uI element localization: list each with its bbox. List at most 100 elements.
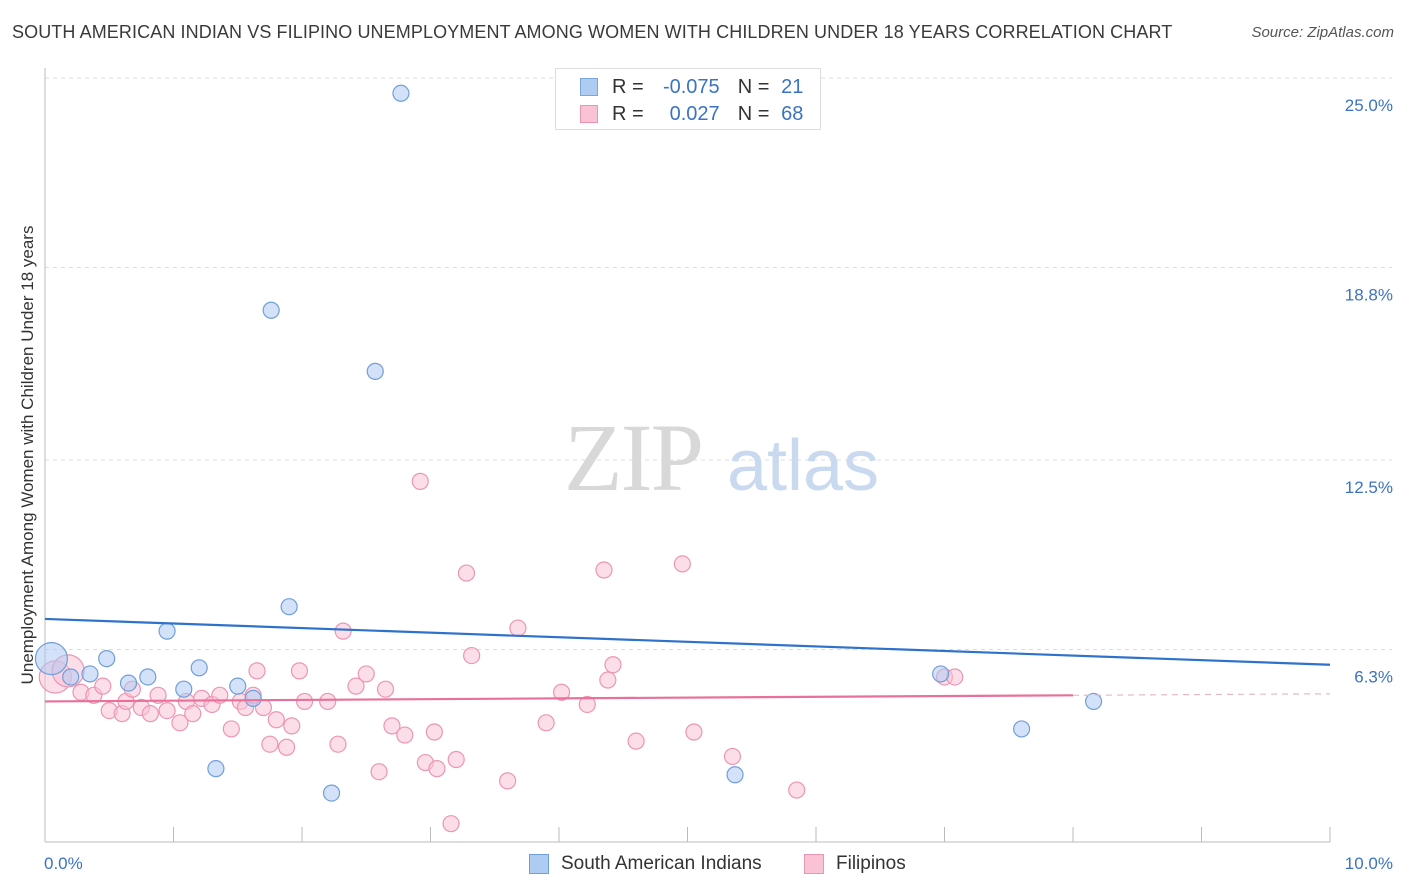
point-south-american-indians xyxy=(392,84,410,102)
legend-swatch-pink xyxy=(804,854,824,874)
correlation-legend: R = -0.075 N = 21 R = 0.027 N = 68 xyxy=(555,68,821,130)
point-filipinos xyxy=(685,723,703,741)
point-filipinos xyxy=(376,680,395,698)
point-filipinos xyxy=(411,472,429,490)
r-label: R = xyxy=(612,75,644,98)
point-south-american-indians xyxy=(98,650,116,668)
point-filipinos xyxy=(334,622,352,640)
x-tick-label-max: 10.0% xyxy=(1345,854,1393,873)
point-filipinos xyxy=(347,677,365,695)
point-south-american-indians xyxy=(119,674,138,692)
point-filipinos xyxy=(428,760,446,778)
point-south-american-indians xyxy=(207,760,225,778)
data-points xyxy=(34,84,1103,833)
point-south-american-indians xyxy=(280,598,298,616)
trend-lines xyxy=(44,617,1331,703)
legend-row-filipinos: R = 0.027 N = 68 xyxy=(580,102,803,126)
y-axis-label: Unemployment Among Women with Children U… xyxy=(18,225,37,685)
trend-line-south-american-indians xyxy=(44,617,1331,666)
point-filipinos xyxy=(329,735,347,753)
source-label: Source: ZipAtlas.com xyxy=(1251,24,1394,41)
point-filipinos xyxy=(290,662,309,680)
legend-swatch-blue xyxy=(529,854,549,874)
point-filipinos xyxy=(261,735,279,753)
point-filipinos xyxy=(537,714,555,732)
trend-line-filipinos-extension xyxy=(1072,693,1331,696)
point-south-american-indians xyxy=(158,622,176,640)
y-tick-label: 6.3% xyxy=(1354,667,1393,686)
point-filipinos xyxy=(463,646,481,665)
point-south-american-indians xyxy=(262,301,280,319)
point-filipinos xyxy=(457,564,476,582)
point-south-american-indians xyxy=(1012,720,1031,738)
point-filipinos xyxy=(946,668,964,686)
legend-item-filipinos[interactable]: Filipinos xyxy=(804,853,906,875)
r-value: -0.075 xyxy=(662,75,720,98)
r-value: 0.027 xyxy=(669,102,720,125)
series-legend: South American Indians Filipinos xyxy=(0,851,1406,879)
point-filipinos xyxy=(673,555,691,573)
legend-swatch-blue xyxy=(580,78,598,96)
point-south-american-indians xyxy=(81,665,99,683)
point-south-american-indians xyxy=(932,665,950,683)
n-value: 21 xyxy=(781,75,804,98)
point-filipinos xyxy=(578,695,596,714)
point-filipinos xyxy=(94,677,112,695)
point-filipinos xyxy=(383,717,401,735)
point-filipinos xyxy=(222,720,240,738)
point-south-american-indians xyxy=(175,680,193,698)
legend-label: Filipinos xyxy=(836,853,906,874)
point-south-american-indians xyxy=(244,689,262,707)
r-label: R = xyxy=(612,102,644,125)
point-filipinos xyxy=(370,763,388,781)
point-filipinos xyxy=(595,561,613,579)
point-filipinos xyxy=(442,815,460,833)
point-south-american-indians xyxy=(229,677,247,695)
point-south-american-indians xyxy=(726,766,744,784)
chart-title: SOUTH AMERICAN INDIAN VS FILIPINO UNEMPL… xyxy=(12,22,1173,42)
legend-row-south-american-indians: R = -0.075 N = 21 xyxy=(580,75,803,99)
point-filipinos xyxy=(267,711,285,729)
point-south-american-indians xyxy=(34,642,69,676)
point-filipinos xyxy=(447,750,465,769)
legend-item-south-american-indians[interactable]: South American Indians xyxy=(529,853,762,875)
tick-labels: 6.3% 12.5% 18.8% 25.0% 0.0% 10.0% xyxy=(44,96,1393,873)
n-label: N = xyxy=(737,75,770,98)
point-filipinos xyxy=(627,732,645,750)
point-filipinos xyxy=(149,686,167,704)
point-south-american-indians xyxy=(322,784,341,802)
point-south-american-indians xyxy=(366,362,384,380)
point-filipinos xyxy=(552,683,571,701)
point-filipinos xyxy=(396,726,414,744)
point-filipinos xyxy=(509,619,527,637)
watermark-zip: ZIP xyxy=(564,404,702,511)
watermark-atlas: atlas xyxy=(727,426,879,506)
point-filipinos xyxy=(319,692,337,711)
point-filipinos xyxy=(283,717,301,735)
point-filipinos xyxy=(295,692,314,711)
point-filipinos xyxy=(141,705,159,723)
point-filipinos xyxy=(171,714,189,732)
y-tick-label: 18.8% xyxy=(1345,285,1393,304)
point-filipinos xyxy=(248,662,266,680)
point-south-american-indians xyxy=(190,659,208,677)
axes xyxy=(44,68,1331,843)
legend-label: South American Indians xyxy=(561,853,762,874)
point-south-american-indians xyxy=(139,668,157,686)
point-filipinos xyxy=(425,723,443,741)
point-filipinos xyxy=(499,772,517,790)
n-label: N = xyxy=(737,102,770,125)
point-filipinos xyxy=(357,665,375,683)
y-tick-label: 12.5% xyxy=(1345,478,1393,497)
legend-swatch-pink xyxy=(580,105,598,123)
grid-lines xyxy=(45,77,1392,650)
n-value: 68 xyxy=(781,102,804,125)
trend-line-filipinos xyxy=(44,694,1074,703)
point-south-american-indians xyxy=(62,668,80,686)
point-filipinos xyxy=(599,671,617,689)
point-south-american-indians xyxy=(1084,692,1103,711)
point-filipinos xyxy=(788,781,806,799)
point-filipinos xyxy=(723,747,742,766)
point-filipinos xyxy=(158,701,176,720)
